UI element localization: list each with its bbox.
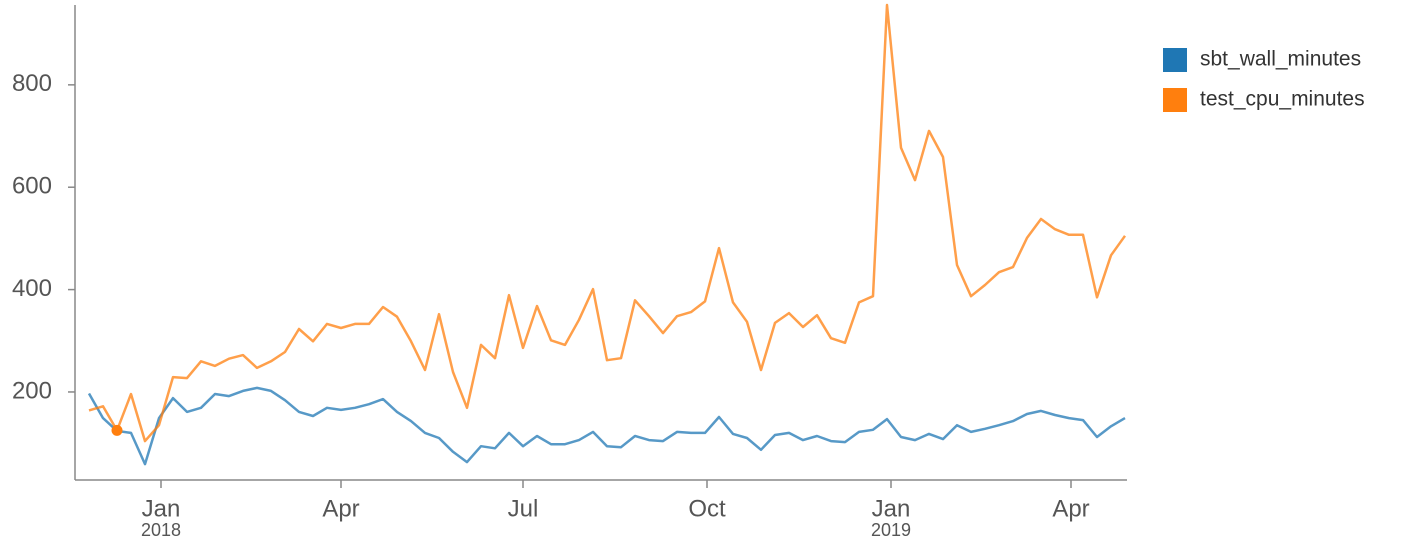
hover-point — [111, 424, 123, 436]
y-tick-label: 400 — [12, 275, 52, 302]
series-line — [87, 386, 1126, 466]
legend-swatch — [1163, 88, 1187, 112]
x-tick-label: Jul — [508, 495, 539, 522]
y-tick-label: 600 — [12, 173, 52, 200]
legend-label: sbt_wall_minutes — [1200, 48, 1361, 71]
plot-area — [87, 3, 1127, 466]
x-tick-year: 2019 — [871, 520, 911, 540]
x-tick-label: Jan — [872, 495, 911, 522]
legend-label: test_cpu_minutes — [1200, 88, 1365, 111]
x-tick-year: 2018 — [141, 520, 181, 540]
x-tick-label: Jan — [142, 495, 181, 522]
y-tick-label: 800 — [12, 70, 52, 97]
x-tick-label: Apr — [322, 495, 359, 522]
series-line — [88, 3, 1127, 443]
legend-swatch — [1163, 48, 1187, 72]
x-tick-label: Apr — [1052, 495, 1089, 522]
y-tick-label: 200 — [12, 377, 52, 404]
x-tick-label: Oct — [688, 495, 726, 522]
